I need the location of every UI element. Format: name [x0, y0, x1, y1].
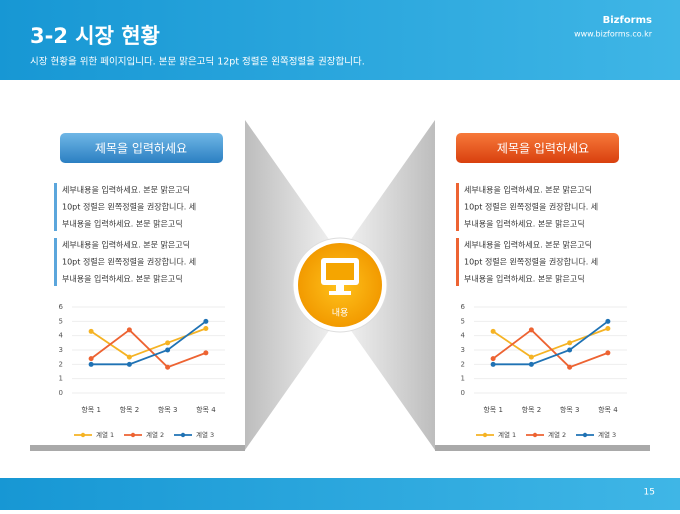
y-tick-label: 2: [461, 360, 465, 368]
panel-base: [435, 445, 650, 451]
title: 3-2 시장 현황: [30, 24, 160, 48]
body-text: 부내용을 입력하세요. 본문 맑은고딕: [464, 274, 585, 284]
y-tick-label: 1: [461, 375, 465, 383]
heading-box: [60, 133, 223, 163]
series-line: [493, 320, 609, 366]
x-tick-label: 항목 2: [522, 405, 542, 414]
subtitle: 시장 현황을 위한 페이지입니다. 본문 맑은고딕 12pt 정렬은 왼쪽정렬을…: [30, 56, 365, 68]
x-tick-label: 항목 1: [483, 405, 503, 414]
body-text: 10pt 정렬은 왼쪽정렬을 권장합니다. 세: [62, 257, 196, 267]
y-tick-label: 4: [59, 332, 64, 340]
center-label: 내용: [332, 308, 349, 319]
point: [490, 356, 496, 362]
y-tick-label: 0: [59, 389, 63, 397]
y-tick-label: 6: [59, 303, 64, 311]
legend-marker: [482, 432, 488, 438]
legend-marker: [80, 432, 86, 438]
monitor-screen: [326, 263, 354, 280]
legend-label: 계열 1: [96, 430, 114, 439]
body-text: 부내용을 입력하세요. 본문 맑은고딕: [62, 274, 183, 284]
legend-marker: [532, 432, 538, 438]
point: [567, 340, 573, 346]
point: [126, 327, 132, 333]
y-tick-label: 2: [59, 360, 63, 368]
point: [490, 328, 496, 334]
panel-heading: 제목을 입력하세요: [497, 142, 589, 156]
body-text: 세부내용을 입력하세요. 본문 맑은고딕: [62, 185, 190, 195]
point: [490, 361, 496, 367]
y-tick-label: 0: [461, 389, 465, 397]
y-tick-label: 1: [59, 375, 63, 383]
body-text: 부내용을 입력하세요. 본문 맑은고딕: [62, 219, 183, 229]
point: [203, 326, 209, 331]
heading-box: [456, 133, 619, 163]
series-line: [492, 328, 609, 369]
y-tick-label: 3: [59, 346, 63, 354]
point: [126, 354, 132, 360]
series-line: [90, 328, 207, 369]
brand: Bizforms: [603, 15, 652, 26]
legend-label: 계열 1: [498, 430, 516, 439]
panel-base: [30, 445, 245, 451]
monitor-stand: [329, 291, 351, 295]
y-tick-label: 5: [59, 317, 63, 325]
series-line: [91, 320, 207, 366]
header-bar: [0, 0, 680, 80]
point: [165, 340, 171, 346]
point: [605, 326, 611, 331]
x-tick-label: 항목 1: [81, 405, 101, 414]
point: [88, 361, 94, 367]
point: [126, 361, 132, 367]
panel: [435, 120, 650, 445]
x-tick-label: 항목 2: [120, 405, 140, 414]
point: [567, 364, 573, 370]
point: [203, 350, 209, 356]
point: [88, 328, 94, 334]
body-text: 부내용을 입력하세요. 본문 맑은고딕: [464, 219, 585, 229]
point: [605, 350, 611, 356]
monitor-neck: [336, 285, 344, 291]
x-tick-label: 항목 3: [158, 405, 178, 414]
page-number: 15: [644, 488, 655, 498]
legend-marker: [582, 432, 588, 438]
point: [165, 364, 171, 370]
point: [528, 361, 534, 367]
y-tick-label: 3: [461, 346, 465, 354]
accent-bar: [54, 238, 57, 286]
legend-marker: [130, 432, 136, 438]
accent-bar: [456, 238, 459, 286]
point: [88, 356, 94, 362]
x-tick-label: 항목 4: [196, 405, 216, 414]
panel: [30, 120, 245, 445]
footer-bar: [0, 478, 680, 510]
legend-label: 계열 2: [146, 430, 164, 439]
body-text: 10pt 정렬은 왼쪽정렬을 권장합니다. 세: [464, 202, 598, 212]
legend-marker: [180, 432, 186, 438]
x-tick-label: 항목 3: [560, 405, 580, 414]
x-tick-label: 항목 4: [598, 405, 618, 414]
legend-label: 계열 3: [196, 430, 214, 439]
legend-label: 계열 3: [598, 430, 616, 439]
point: [567, 347, 573, 353]
point: [528, 354, 534, 360]
point: [605, 318, 611, 324]
body-text: 세부내용을 입력하세요. 본문 맑은고딕: [464, 240, 592, 250]
accent-bar: [54, 183, 57, 231]
y-tick-label: 6: [461, 303, 466, 311]
legend-label: 계열 2: [548, 430, 566, 439]
y-tick-label: 4: [461, 332, 466, 340]
body-text: 세부내용을 입력하세요. 본문 맑은고딕: [62, 240, 190, 250]
point: [203, 318, 209, 324]
accent-bar: [456, 183, 459, 231]
point: [528, 327, 534, 333]
body-text: 10pt 정렬은 왼쪽정렬을 권장합니다. 세: [62, 202, 196, 212]
point: [165, 347, 171, 353]
body-text: 세부내용을 입력하세요. 본문 맑은고딕: [464, 185, 592, 195]
body-text: 10pt 정렬은 왼쪽정렬을 권장합니다. 세: [464, 257, 598, 267]
panel-heading: 제목을 입력하세요: [95, 142, 187, 156]
url: www.bizforms.co.kr: [574, 30, 653, 39]
y-tick-label: 5: [461, 317, 465, 325]
